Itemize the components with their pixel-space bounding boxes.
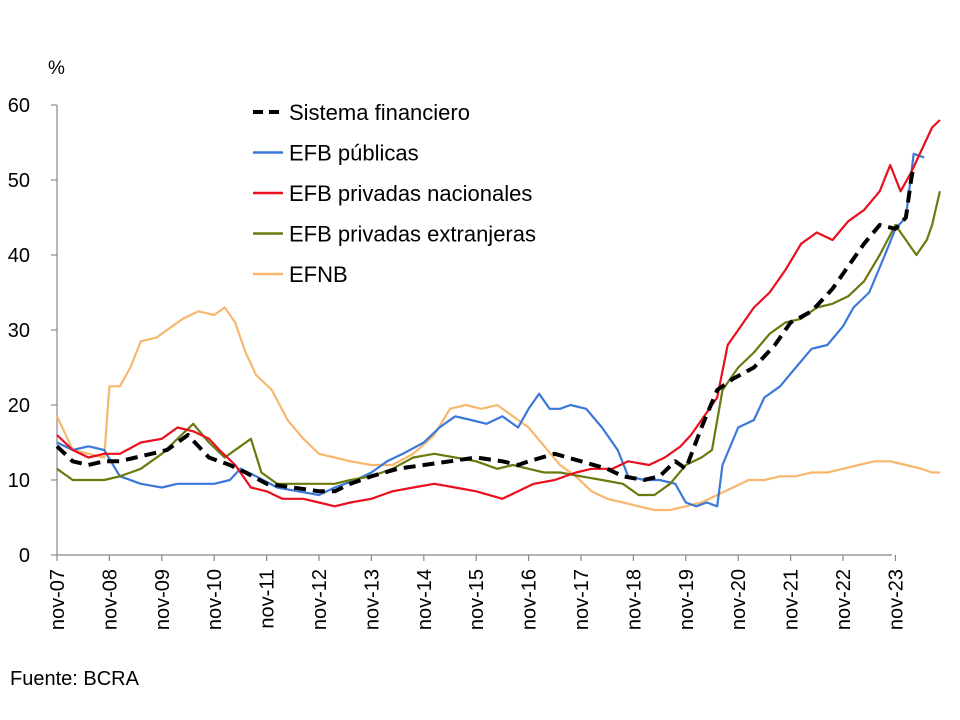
x-tick-label: nov-08	[99, 569, 121, 630]
x-tick-label: nov-21	[781, 569, 803, 630]
x-tick-label: nov-18	[623, 569, 645, 630]
series-line-1	[56, 152, 925, 508]
series-line-2	[56, 119, 941, 508]
legend-label: EFB privadas extranjeras	[289, 222, 536, 247]
y-tick-label: 0	[19, 545, 30, 567]
y-axis: 0 10 20 30 40 50 60	[8, 95, 58, 567]
x-tick-label: nov-12	[309, 569, 331, 630]
x-axis: nov-07 nov-08 nov-09 nov-10 nov-11 nov-12 nov-…	[47, 554, 907, 630]
y-axis-unit-label: %	[48, 58, 65, 79]
legend-label: Sistema financiero	[289, 100, 470, 125]
x-tick-label: nov-23	[885, 569, 907, 630]
legend: Sistema financiero EFB públicas EFB privad…	[253, 100, 536, 287]
x-tick-label: nov-11	[257, 569, 279, 629]
y-tick-label: 20	[8, 395, 30, 417]
series-line-3	[56, 191, 941, 497]
x-tick-label: nov-10	[204, 569, 226, 630]
y-tick-label: 40	[8, 245, 30, 267]
y-tick-label: 30	[8, 320, 30, 342]
x-tick-label: nov-20	[728, 569, 750, 630]
legend-label: EFB privadas nacionales	[289, 181, 532, 206]
legend-label: EFB públicas	[289, 141, 419, 166]
x-tick-label: nov-14	[414, 569, 436, 630]
x-tick-label: nov-07	[47, 569, 69, 630]
series-line-0	[55, 164, 916, 494]
x-tick-label: nov-13	[361, 569, 383, 630]
x-tick-label: nov-17	[571, 569, 593, 630]
y-tick-label: 60	[8, 95, 30, 117]
x-tick-label: nov-16	[519, 569, 541, 630]
x-tick-label: nov-19	[676, 569, 698, 630]
legend-label: EFNB	[289, 262, 348, 287]
x-tick-label: nov-15	[466, 569, 488, 630]
source-note: Fuente: BCRA	[10, 668, 139, 690]
y-tick-label: 10	[8, 470, 30, 492]
x-tick-label: nov-22	[833, 569, 855, 630]
y-tick-label: 50	[8, 170, 30, 192]
series-layer	[55, 119, 941, 512]
x-tick-label: nov-09	[152, 569, 174, 630]
series-line-4	[56, 306, 940, 512]
